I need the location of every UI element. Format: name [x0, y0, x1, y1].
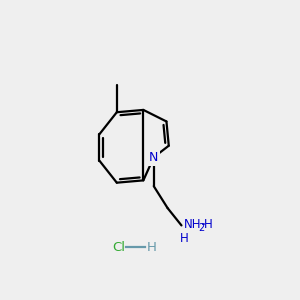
Text: H: H [179, 232, 188, 244]
Text: H: H [147, 241, 157, 254]
Text: N: N [149, 151, 158, 164]
Text: NH: NH [184, 218, 201, 231]
Text: Cl: Cl [112, 241, 125, 254]
Text: 2: 2 [198, 223, 204, 233]
Text: H: H [204, 218, 213, 231]
